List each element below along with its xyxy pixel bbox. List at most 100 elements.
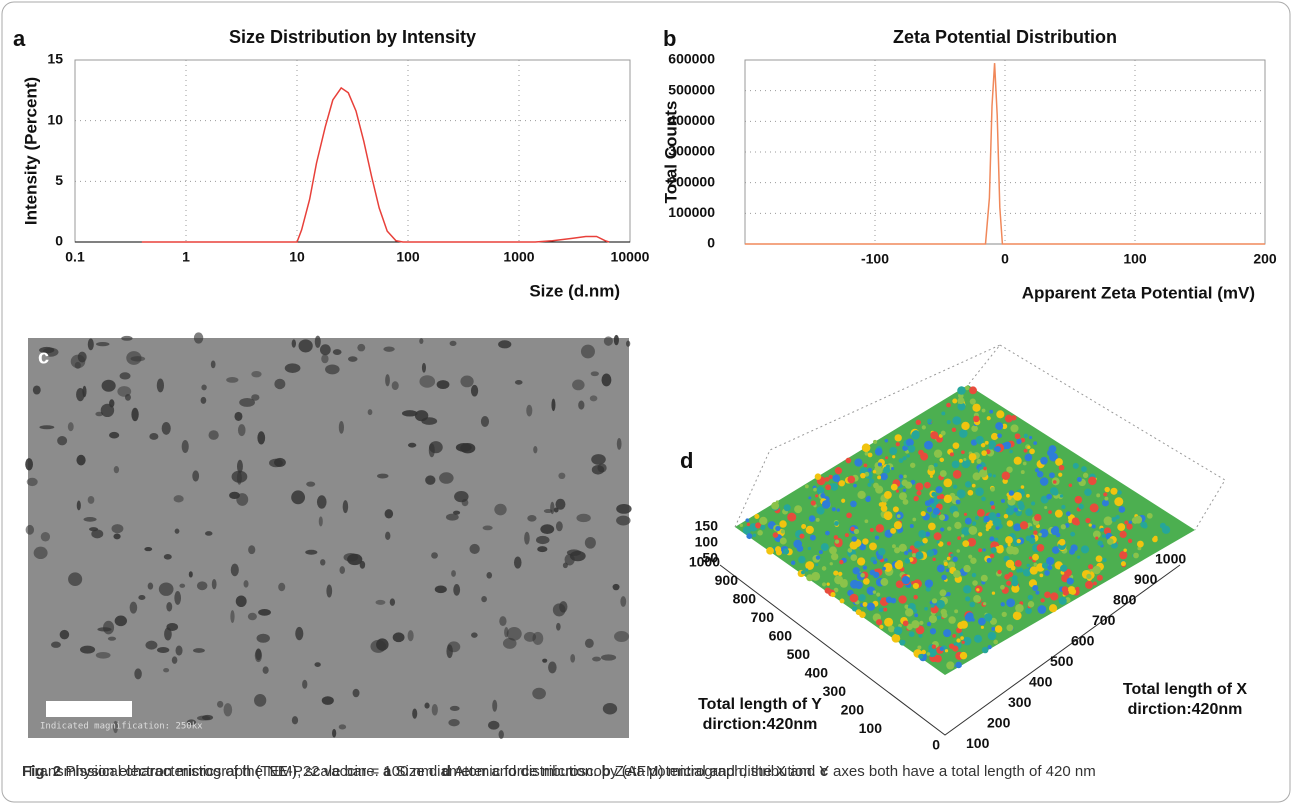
particle <box>117 386 132 397</box>
caption-part: Size diameter and distribution. <box>391 763 601 780</box>
afm-bump <box>745 518 750 523</box>
afm-bump <box>1153 535 1158 540</box>
tem-particles <box>25 332 632 739</box>
particle <box>513 556 522 569</box>
afm-bump <box>918 449 924 456</box>
afm-bump <box>853 483 857 488</box>
afm-bump <box>1103 516 1113 526</box>
x-axis-label: dirction:420nm <box>1128 701 1243 718</box>
afm-bump <box>1085 580 1094 589</box>
afm-bump <box>994 445 1001 453</box>
afm-bump <box>876 592 881 597</box>
afm-bump <box>1006 580 1012 586</box>
particle <box>82 385 87 398</box>
afm-bump <box>1095 536 1099 540</box>
afm-bump <box>1034 468 1040 473</box>
afm-bump <box>996 512 1001 518</box>
afm-bump <box>948 616 956 624</box>
afm-bump <box>815 563 819 567</box>
afm-bump <box>1111 517 1117 522</box>
afm-bump <box>902 456 907 461</box>
afm-bump <box>804 484 809 489</box>
afm-bump <box>936 540 940 544</box>
afm-bump <box>901 576 911 585</box>
afm-bump <box>963 457 967 462</box>
particle <box>616 503 632 514</box>
afm-bump <box>847 475 856 484</box>
y-tick-label: 1000 <box>689 554 720 570</box>
afm-bump <box>829 562 833 566</box>
afm-bump <box>931 598 938 604</box>
particle <box>616 437 622 450</box>
x-tick-label: 1000 <box>1155 551 1186 567</box>
afm-bump <box>963 585 972 594</box>
afm-bump <box>1055 458 1063 466</box>
afm-bump <box>929 628 937 635</box>
afm-bump <box>1029 448 1035 455</box>
particle <box>119 372 131 380</box>
particle <box>584 536 596 549</box>
afm-bump <box>830 552 839 561</box>
afm-bump <box>946 556 951 561</box>
particle <box>291 716 299 725</box>
afm-bump <box>1110 487 1118 495</box>
particle <box>302 679 308 689</box>
afm-bump <box>1104 496 1109 501</box>
particle <box>278 582 286 592</box>
afm-bump <box>1088 476 1097 486</box>
afm-bump <box>892 544 896 549</box>
afm-bump <box>957 402 966 411</box>
afm-bump <box>990 547 997 553</box>
particle <box>325 364 340 375</box>
particle <box>161 422 171 435</box>
particle <box>564 553 575 566</box>
afm-bump <box>932 557 936 562</box>
panel-letter: a <box>13 26 26 51</box>
particle <box>230 563 239 577</box>
scale-bar <box>46 701 132 717</box>
particle <box>236 459 243 473</box>
particle <box>556 622 561 631</box>
afm-bump <box>878 607 884 613</box>
afm-bump <box>961 421 970 431</box>
y-tick-label: 500000 <box>668 81 715 97</box>
afm-bump <box>988 445 994 450</box>
afm-bump <box>759 516 768 525</box>
afm-bump <box>821 582 827 587</box>
afm-bump <box>862 565 868 570</box>
afm-bump <box>880 578 889 586</box>
afm-bump <box>787 512 797 522</box>
particle <box>591 464 605 475</box>
afm-bump <box>1115 515 1120 520</box>
afm-wall <box>999 344 1226 531</box>
afm-bump <box>884 558 888 562</box>
afm-bump <box>1017 500 1024 508</box>
particle <box>109 399 115 408</box>
particle <box>26 477 38 487</box>
afm-bump <box>1027 445 1031 449</box>
particle <box>295 626 304 641</box>
particle <box>407 442 417 448</box>
particle <box>173 495 184 503</box>
afm-bump <box>1050 592 1059 601</box>
afm-bump <box>1025 607 1032 615</box>
particle <box>193 648 205 653</box>
particle <box>533 445 538 454</box>
afm-bump <box>949 452 955 457</box>
afm-bump <box>943 629 952 638</box>
afm-bump <box>1023 433 1028 438</box>
particle <box>455 443 472 452</box>
afm-bump <box>1033 441 1038 446</box>
afm-bump <box>1011 579 1019 587</box>
tem-note: Indicated magnification: 250kx <box>40 722 203 732</box>
afm-bump <box>963 564 971 573</box>
afm-bump <box>872 560 878 565</box>
afm-bump <box>967 489 974 496</box>
afm-bump <box>902 620 909 627</box>
afm-bump <box>1095 555 1103 563</box>
afm-bump <box>969 601 976 608</box>
afm-bump <box>995 422 1004 431</box>
afm-bump <box>983 515 990 523</box>
afm-axis <box>719 564 1181 736</box>
afm-bump <box>1052 480 1057 484</box>
